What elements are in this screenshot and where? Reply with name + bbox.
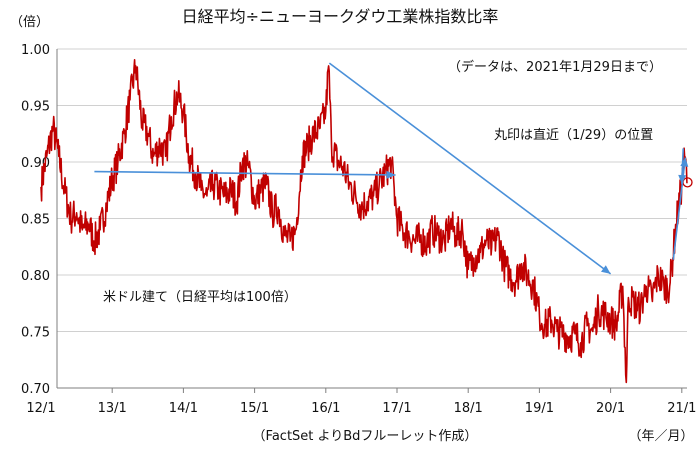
chart-subtitle: （データは、2021年1月29日まで） [448, 59, 662, 75]
y-unit-label: （倍） [10, 15, 49, 30]
trend-arrow-head [386, 170, 396, 179]
y-tick-label: 1.00 [21, 43, 50, 58]
x-tick-label: 20/1 [596, 401, 625, 416]
trend-arrows [94, 62, 689, 275]
x-tick-label: 14/1 [169, 401, 198, 416]
trend-arrow [328, 62, 612, 275]
source-note: （FactSet よりBdフルーレット作成） [253, 429, 478, 444]
x-axis-ticks: 12/1 13/1 14/1 15/1 16/1 17/1 18/1 19/1 20/1 21/1 [26, 388, 696, 416]
trend-arrow [672, 157, 687, 260]
series-line [40, 59, 688, 384]
trend-arrow-head [678, 174, 687, 184]
y-axis-ticks: 0.700.750.800.850.900.951.00 [21, 43, 50, 397]
trend-arrow [94, 170, 396, 176]
x-tick-label: 19/1 [525, 401, 554, 416]
x-tick-label: 15/1 [240, 401, 269, 416]
y-tick-label: 0.85 [21, 213, 50, 228]
series-lines [40, 59, 693, 384]
y-tick-label: 0.75 [21, 326, 50, 341]
x-tick-label: 16/1 [311, 401, 340, 416]
x-tick-label: 17/1 [382, 401, 411, 416]
x-unit-label: （年／月） [628, 429, 693, 444]
y-tick-label: 0.70 [21, 382, 50, 397]
x-tick-label: 18/1 [454, 401, 483, 416]
chart-title: 日経平均÷ニューヨークダウ工業株指数比率 [182, 7, 499, 26]
annotation-usd: 米ドル建て（日経平均は100倍） [103, 290, 297, 305]
y-tick-label: 0.80 [21, 269, 50, 284]
x-tick-label: 13/1 [98, 401, 127, 416]
x-tick-label: 21/1 [667, 401, 696, 416]
annotation-circle-note: 丸印は直近（1/29）の位置 [494, 128, 653, 143]
y-tick-label: 0.95 [21, 100, 50, 115]
trend-arrow-head [601, 265, 611, 274]
x-tick-label: 12/1 [26, 401, 55, 416]
grid-lines [56, 48, 687, 389]
